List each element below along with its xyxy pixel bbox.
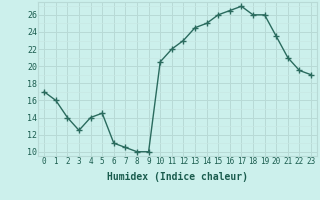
X-axis label: Humidex (Indice chaleur): Humidex (Indice chaleur) (107, 172, 248, 182)
